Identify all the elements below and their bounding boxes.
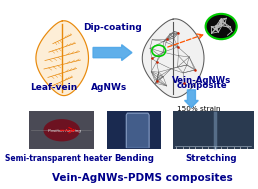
Text: Vein-AgNWs: Vein-AgNWs [172,76,231,85]
Polygon shape [36,21,88,96]
Circle shape [206,14,237,39]
FancyArrow shape [93,45,132,60]
FancyBboxPatch shape [29,111,94,149]
Text: Semi-transparent heater: Semi-transparent heater [5,154,112,163]
Ellipse shape [43,119,80,141]
Text: Dip-coating: Dip-coating [83,23,142,32]
FancyArrow shape [184,90,198,108]
FancyBboxPatch shape [107,111,160,149]
Text: AgNWs: AgNWs [91,84,127,92]
Polygon shape [142,19,204,98]
Polygon shape [126,113,149,148]
Text: composite: composite [176,81,227,90]
Text: Vein-AgNWs-PDMS composites: Vein-AgNWs-PDMS composites [52,173,233,183]
FancyBboxPatch shape [173,111,254,149]
Text: Stretching: Stretching [185,154,237,163]
Text: Position heating: Position heating [49,129,82,133]
Text: 150% strain: 150% strain [176,106,220,112]
Text: Bending: Bending [114,154,154,163]
Text: Leaf-vein: Leaf-vein [30,84,78,92]
